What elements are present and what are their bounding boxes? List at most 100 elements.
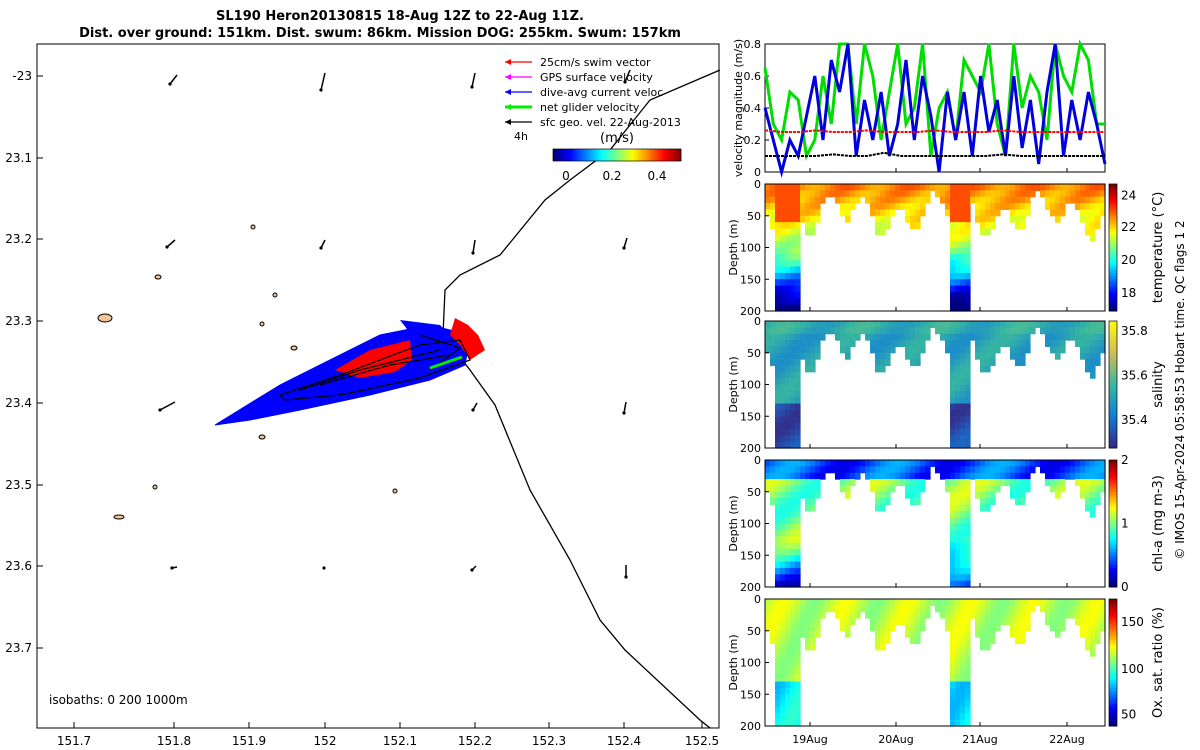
section-cell (955, 491, 961, 499)
section-cell (775, 555, 781, 563)
section-cell (1080, 605, 1086, 613)
section-cell (840, 346, 846, 354)
section-cell (960, 656, 966, 664)
section-cell (1055, 215, 1061, 223)
section-cell (1060, 485, 1066, 493)
section-cell (1025, 618, 1031, 625)
section-colorbar-cell (1109, 472, 1117, 477)
section-cell (775, 529, 781, 537)
section-cell (1015, 466, 1021, 474)
section-cell (875, 472, 881, 480)
section-cell (835, 611, 841, 619)
section-cell (960, 637, 966, 645)
section-cell (1090, 485, 1096, 493)
colorbar-cell (591, 149, 594, 161)
section-cell (950, 352, 956, 360)
section-cell (905, 599, 911, 606)
section-colorbar-cell (1109, 413, 1117, 417)
section-cell (995, 599, 1001, 606)
section-cell (965, 523, 971, 531)
section-cell (960, 687, 966, 695)
section-cell (840, 472, 846, 480)
section-cell (960, 247, 966, 255)
section-cell (980, 352, 986, 360)
section-cell (1010, 624, 1016, 632)
section-cell (790, 196, 796, 204)
section-cell (895, 327, 901, 335)
section-y-tick-label: 50 (747, 486, 761, 499)
section-cell (830, 184, 836, 191)
section-cell (1020, 472, 1026, 480)
section-colorbar-cell (1109, 298, 1117, 302)
section-cell (960, 498, 966, 506)
section-cell (1095, 196, 1101, 204)
section-cell (775, 222, 781, 230)
surface-velocity-arrow-tail (624, 575, 628, 579)
section-colorbar-cell (1109, 225, 1117, 229)
section-cell (870, 196, 876, 204)
section-cell (850, 605, 856, 613)
section-cell (790, 700, 796, 708)
section-cell (870, 327, 876, 335)
section-cell (955, 215, 961, 223)
section-cell (980, 504, 986, 512)
section-cell (795, 215, 801, 223)
section-cell (1060, 333, 1066, 341)
section-cell (775, 234, 781, 242)
section-cell (1085, 605, 1091, 613)
section-cell (895, 184, 901, 191)
section-cell (775, 435, 781, 443)
section-cell (850, 327, 856, 335)
section-cell (835, 321, 841, 328)
legend-label: sfc geo. vel. 22-Aug-2013 (540, 116, 681, 129)
section-cell (790, 272, 796, 280)
section-cell (805, 504, 811, 512)
section-cell (805, 624, 811, 632)
section-cell (915, 618, 921, 625)
section-cell (790, 215, 796, 223)
section-cell (1020, 190, 1026, 198)
section-cell (1055, 485, 1061, 493)
section-cell (1085, 485, 1091, 493)
section-colorbar-cell (1109, 482, 1117, 486)
section-cell (785, 605, 791, 613)
section-cell (950, 523, 956, 531)
section-cell (795, 491, 801, 499)
section-cell (795, 630, 801, 638)
section-cell (835, 599, 841, 606)
section-colorbar-cell (1109, 504, 1117, 509)
section-cell (1090, 510, 1096, 518)
section-cell (950, 599, 956, 606)
section-colorbar-cell (1109, 691, 1117, 695)
section-colorbar-cell (1109, 282, 1117, 287)
section-cell (875, 352, 881, 360)
section-cell (770, 630, 776, 638)
section-cell (785, 365, 791, 373)
section-cell (795, 327, 801, 335)
section-colorbar-cell (1109, 238, 1117, 242)
section-cell (955, 611, 961, 619)
section-colorbar-cell (1109, 700, 1117, 705)
section-colorbar-cell (1109, 359, 1117, 363)
section-cell (780, 611, 786, 619)
section-cell (885, 190, 891, 198)
section-cell (835, 333, 841, 341)
section-cell (915, 498, 921, 506)
section-y-tick-label: 100 (740, 379, 761, 392)
section-cell (780, 675, 786, 683)
section-cell (810, 228, 816, 236)
figure-title-line2: Dist. over ground: 151km. Dist. swum: 86… (79, 26, 681, 41)
section-cell (1050, 460, 1056, 467)
section-cell (1010, 184, 1016, 191)
section-cell (965, 580, 971, 588)
section-cell (990, 599, 996, 606)
section-y-tick-label: 200 (740, 720, 761, 733)
section-cell (795, 694, 801, 702)
section-cell (960, 253, 966, 261)
section-cell (1030, 321, 1036, 328)
section-cell (900, 203, 906, 210)
section-cell (980, 365, 986, 373)
section-cell (795, 466, 801, 474)
section-cell (1055, 184, 1061, 191)
glider-track (278, 334, 471, 401)
